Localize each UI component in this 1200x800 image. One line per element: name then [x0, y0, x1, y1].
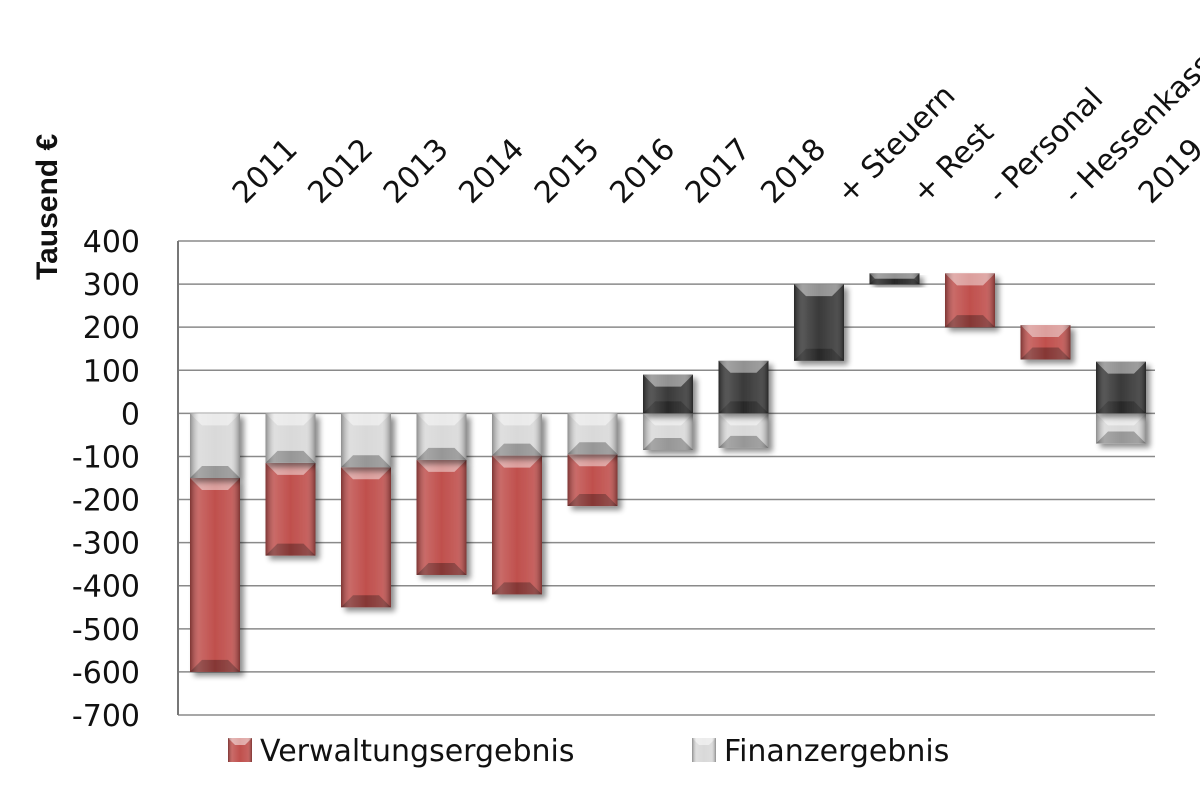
grid-layer: [177, 240, 1155, 716]
category-label: 2013: [377, 132, 456, 211]
bar-verwaltung: [341, 467, 391, 608]
bar-shading: [341, 413, 391, 468]
bar-shading: [869, 273, 920, 285]
y-tick-labels: 400 300 200 100 0 -100 -200 -300 -400 -500 -600 -70…: [72, 225, 140, 734]
y-tick-label: 400: [83, 225, 140, 260]
bar-verwaltung: [1020, 325, 1071, 360]
bars-layer: [190, 273, 1146, 672]
bar-shading: [1020, 325, 1071, 360]
bar-shading: [265, 413, 316, 463]
bar-shading: [945, 273, 995, 328]
legend-label: Finanzergebnis: [724, 734, 949, 769]
bar-shading: [492, 455, 542, 595]
category-label: 2011: [226, 132, 305, 211]
y-tick-label: -500: [72, 613, 140, 648]
bar-shading: [718, 360, 769, 414]
y-tick-label: -400: [72, 570, 140, 605]
legend-item: Finanzergebnis: [692, 734, 949, 769]
bar-shading: [265, 462, 316, 556]
bar-saldo: [1096, 361, 1146, 414]
category-label: 2016: [603, 132, 682, 211]
bar-shading: [1096, 361, 1146, 414]
bar-verwaltung: [416, 459, 467, 575]
bar-saldo: [643, 374, 693, 414]
bar-verwaltung: [567, 454, 618, 507]
category-label: 2015: [528, 132, 607, 211]
bar-shading: [1096, 413, 1146, 444]
bar-shading: [492, 413, 542, 456]
bar-finanz: [492, 413, 542, 456]
bar-shading: [190, 413, 240, 478]
bar-verwaltung: [190, 478, 240, 672]
bar-saldo: [794, 284, 844, 361]
y-tick-label: -600: [72, 656, 140, 691]
bar-finanz: [718, 413, 769, 448]
bar-verwaltung: [265, 462, 316, 556]
y-tick-label: 0: [121, 397, 140, 432]
bar-saldo: [869, 273, 920, 285]
bar-finanz: [341, 413, 391, 468]
category-label: 2017: [679, 132, 758, 211]
y-tick-label: -100: [72, 440, 140, 475]
category-label: 2018: [754, 132, 833, 211]
legend: Verwaltungsergebnis Finanzergebnis: [228, 734, 949, 769]
y-tick-label: -700: [72, 699, 140, 734]
bar-shading: [416, 413, 467, 460]
y-tick-label: 100: [83, 354, 140, 389]
bar-shading: [341, 467, 391, 608]
y-tick-label: 300: [83, 268, 140, 303]
bar-verwaltung: [945, 273, 995, 328]
bar-shading: [794, 284, 844, 361]
bar-saldo: [718, 360, 769, 414]
category-label: 2012: [301, 132, 380, 211]
bar-verwaltung: [492, 455, 542, 595]
bar-finanz: [567, 413, 618, 455]
bar-shading: [643, 413, 693, 450]
y-tick-label: -200: [72, 484, 140, 519]
bar-shading: [190, 478, 240, 672]
bar-shading: [718, 413, 769, 448]
bar-shading: [567, 454, 618, 507]
legend-swatch-shade: [692, 738, 716, 762]
bar-finanz: [190, 413, 240, 478]
legend-label: Verwaltungsergebnis: [260, 734, 575, 769]
y-tick-label: -300: [72, 527, 140, 562]
category-label: 2014: [452, 132, 531, 211]
bar-finanz: [416, 413, 467, 460]
bar-finanz: [1096, 413, 1146, 444]
bar-shading: [416, 459, 467, 575]
y-tick-label: 200: [83, 311, 140, 346]
bar-shading: [567, 413, 618, 455]
bar-shading: [643, 374, 693, 414]
legend-swatch-shade: [228, 738, 252, 762]
legend-item: Verwaltungsergebnis: [228, 734, 575, 769]
bar-finanz: [265, 413, 316, 463]
bar-finanz: [643, 413, 693, 450]
y-axis-label: Tausend €: [31, 134, 64, 280]
